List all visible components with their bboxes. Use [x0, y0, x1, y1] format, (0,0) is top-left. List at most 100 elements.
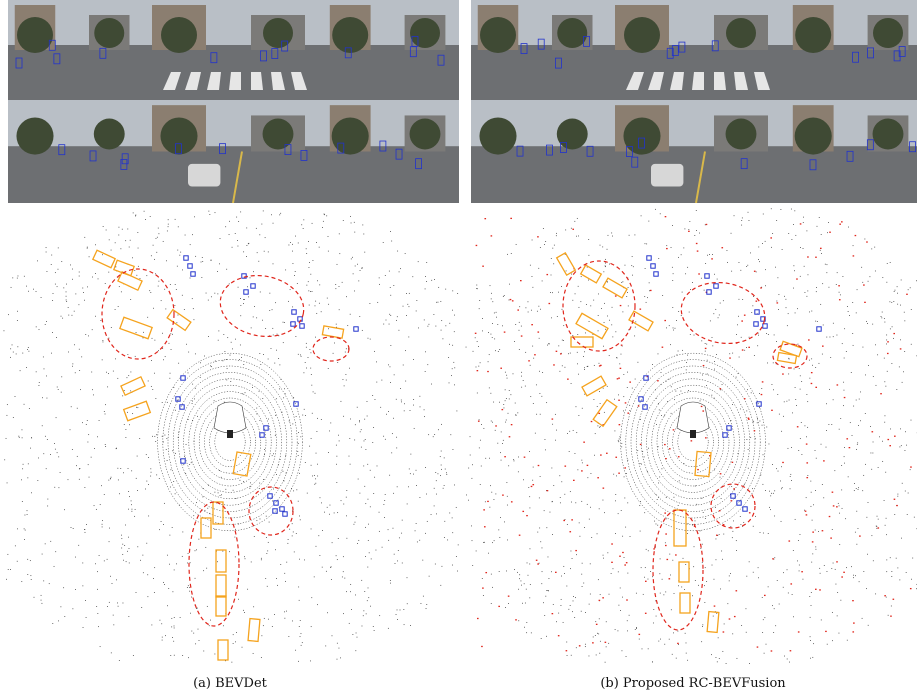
lidar-point [497, 442, 499, 444]
lidar-point [262, 398, 264, 399]
lidar-point [292, 263, 294, 265]
lidar-point [397, 560, 399, 562]
lidar-point [508, 389, 510, 391]
lidar-point [339, 253, 341, 255]
camera-view [323, 100, 459, 203]
car-box [232, 451, 252, 477]
radar-point [555, 350, 558, 352]
lidar-point [355, 650, 357, 652]
lidar-point [157, 227, 159, 229]
lidar-point [570, 227, 572, 229]
lidar-ring [178, 378, 282, 506]
lidar-point [350, 583, 352, 585]
lidar-point [889, 301, 891, 303]
lidar-point [396, 447, 398, 449]
lidar-point [406, 577, 408, 579]
lidar-point [816, 225, 818, 227]
lidar-point [539, 527, 541, 529]
radar-point [510, 501, 513, 503]
lidar-point [385, 319, 387, 321]
lidar-point [335, 288, 337, 290]
lidar-point [84, 236, 86, 238]
lidar-point [706, 359, 708, 361]
lidar-point [271, 309, 273, 311]
pedestrian-box [299, 323, 305, 329]
lidar-point [502, 439, 504, 441]
lidar-point [714, 273, 715, 275]
lidar-point [330, 422, 332, 424]
lidar-point [686, 362, 687, 364]
lidar-point [750, 392, 752, 394]
lidar-point [747, 467, 749, 469]
lidar-point [757, 567, 759, 569]
lidar-point [374, 476, 376, 478]
lidar-point [341, 281, 343, 283]
lidar-point [500, 517, 501, 519]
lidar-point [236, 632, 237, 633]
lidar-rings [157, 352, 303, 532]
lidar-point [226, 368, 228, 370]
radar-point [518, 534, 521, 536]
camera-view [606, 0, 786, 100]
lidar-point [267, 541, 269, 543]
lidar-point [469, 454, 471, 456]
lidar-point [37, 260, 38, 262]
lidar-point [67, 307, 69, 308]
lidar-point [492, 586, 493, 588]
lidar-point [840, 599, 842, 601]
lidar-point [376, 465, 378, 467]
lidar-point [564, 493, 566, 495]
lidar-point [488, 552, 489, 554]
radar-point [729, 357, 731, 359]
lidar-point [640, 215, 642, 217]
lidar-point [232, 643, 234, 644]
lidar-point [299, 620, 301, 621]
lidar-point [269, 310, 271, 311]
lidar-point [617, 630, 619, 632]
lidar-point [648, 220, 650, 222]
lidar-point [252, 387, 253, 388]
lidar-point [747, 449, 749, 450]
lidar-point [249, 487, 251, 489]
lidar-point [574, 617, 576, 618]
lidar-point [387, 627, 389, 629]
radar-point [483, 509, 485, 511]
lidar-point [362, 224, 364, 226]
radar-point [702, 364, 705, 367]
lidar-point [27, 558, 29, 560]
lidar-point [598, 293, 599, 295]
lidar-point [122, 543, 124, 545]
lidar-point [871, 535, 873, 537]
lidar-point [792, 550, 794, 551]
lidar-point [283, 322, 285, 323]
lidar-point [886, 370, 888, 372]
lidar-point [92, 276, 93, 278]
lidar-point [657, 524, 659, 526]
lidar-point [476, 341, 478, 343]
lidar-point [746, 575, 748, 577]
tree [480, 17, 516, 53]
radar-point [557, 635, 560, 637]
lidar-point [270, 214, 272, 216]
lidar-point [256, 252, 258, 254]
lidar-point [748, 561, 750, 563]
radar-point [611, 561, 613, 563]
lidar-point [450, 434, 452, 436]
lidar-point [909, 287, 911, 289]
lidar-point [434, 563, 436, 565]
lidar-point [137, 247, 139, 249]
radar-point [886, 352, 889, 355]
lidar-point [38, 385, 40, 386]
radar-point [825, 630, 827, 633]
radar-point [575, 549, 577, 552]
lidar-point [169, 563, 170, 565]
lidar-point [70, 264, 71, 266]
lidar-point [276, 474, 277, 475]
lidar-point [548, 578, 550, 580]
lidar-point [239, 359, 240, 360]
lidar-point [279, 459, 281, 460]
lidar-point [306, 253, 308, 254]
radar-point [668, 448, 671, 450]
lidar-point [851, 566, 852, 568]
pedestrian-box [646, 255, 652, 261]
